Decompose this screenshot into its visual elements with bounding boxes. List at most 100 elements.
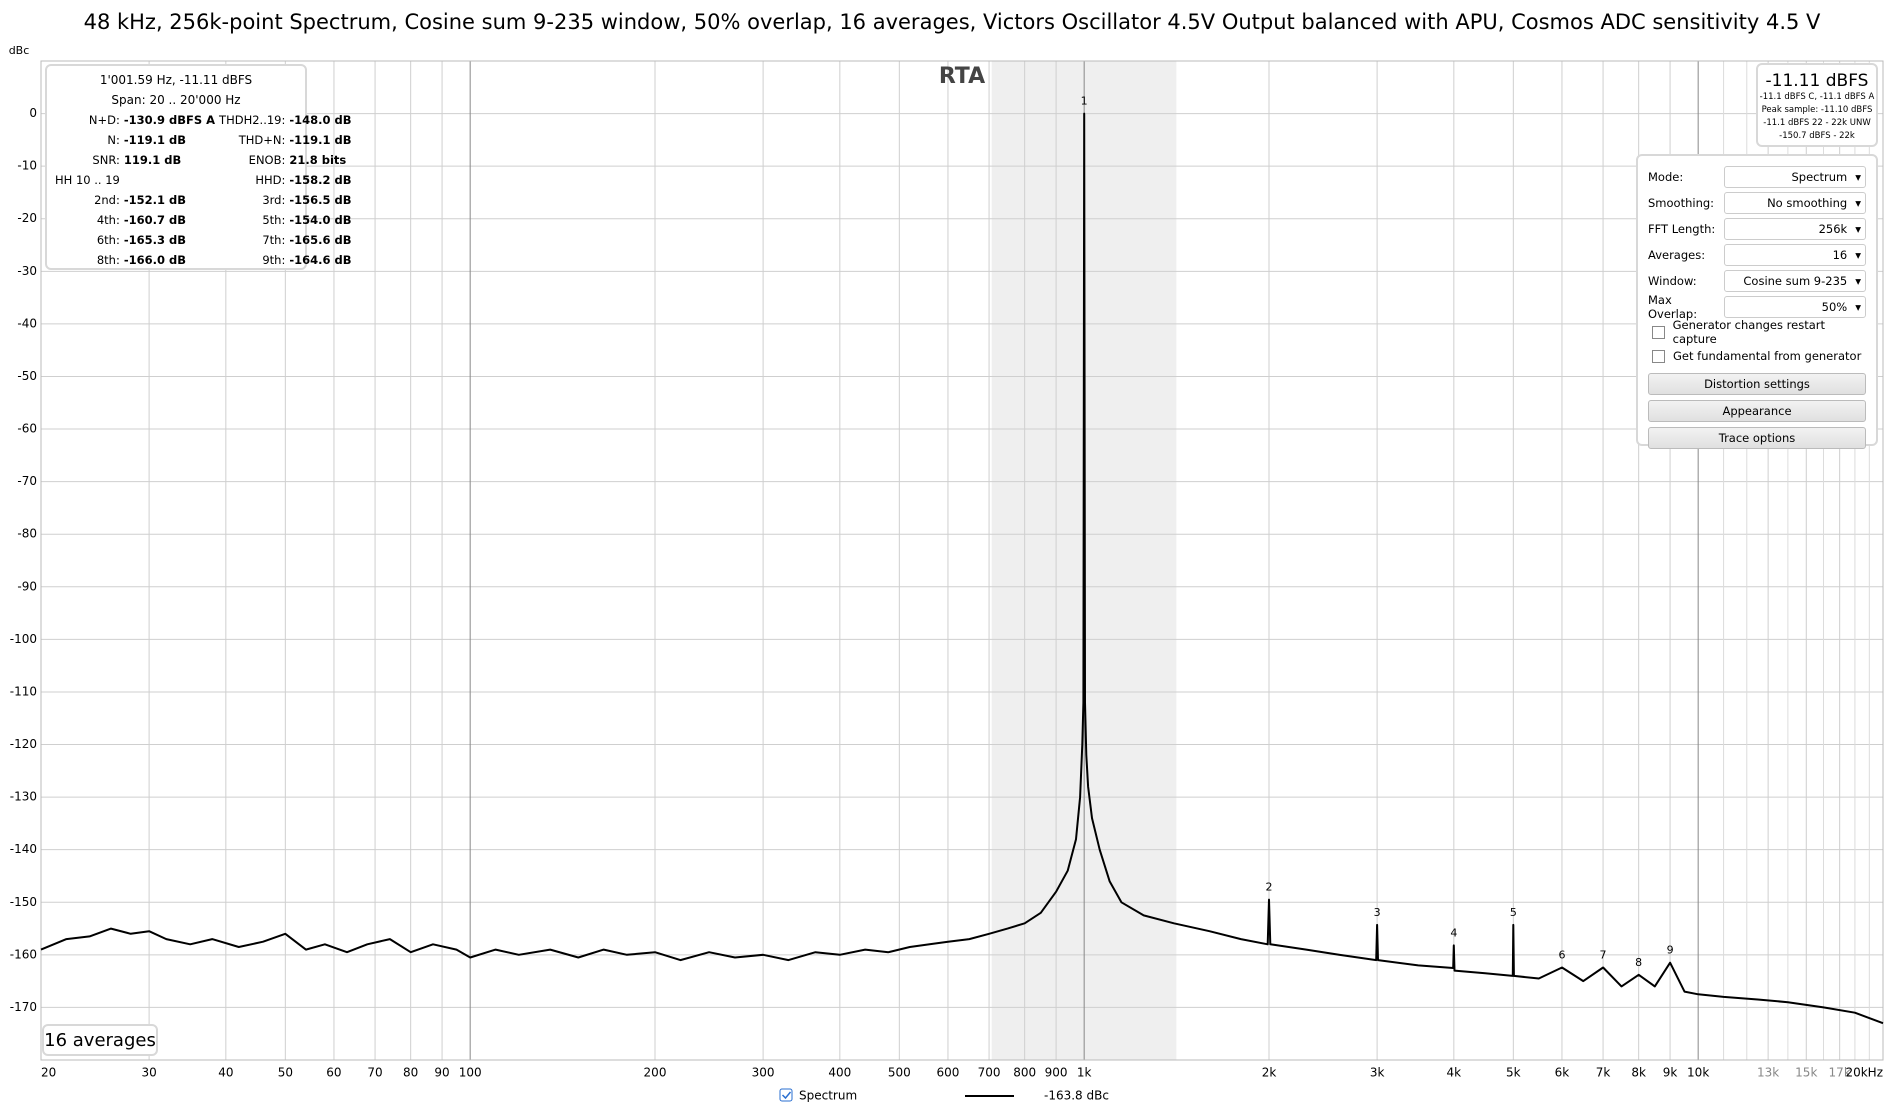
dropdown-arrow: ▾: [1855, 170, 1861, 184]
info-value: -152.1 dB: [123, 193, 186, 207]
x-tick-label: 90: [434, 1066, 449, 1080]
info-value: -164.6 dB: [289, 253, 352, 267]
info-value: -166.0 dB: [123, 253, 186, 267]
control-label: Averages:: [1648, 248, 1706, 262]
info-row: HH 10 .. 19 HHD: -158.2 dB: [53, 170, 354, 190]
control-dropdown[interactable]: No smoothing ▾: [1724, 192, 1866, 214]
y-axis-label: dBc: [9, 44, 30, 57]
x-tick-label: 8k: [1631, 1066, 1646, 1080]
y-tick-label: -80: [17, 527, 37, 541]
info-label: THD+N:: [238, 133, 286, 147]
info-value: 21.8 bits: [289, 153, 347, 167]
info-label: 6th:: [96, 233, 120, 247]
x-tick-label: 20: [41, 1066, 56, 1080]
checkbox-label: Get fundamental from generator: [1673, 349, 1862, 363]
button[interactable]: Distortion settings: [1648, 373, 1866, 395]
y-tick-label: -140: [10, 842, 37, 856]
info-row: SNR: 119.1 dB ENOB: 21.8 bits: [53, 150, 354, 170]
level-line: -11.1 dBFS 22 - 22k UNW: [1763, 118, 1871, 128]
info-row: N+D: -130.9 dBFS A THDH2..19: -148.0 dB: [53, 110, 354, 130]
info-label: HH 10 .. 19: [55, 173, 120, 187]
x-tick-label: 200: [644, 1066, 667, 1080]
info-value: -160.7 dB: [123, 213, 186, 227]
x-tick-label: 600: [936, 1066, 959, 1080]
spectrum-line: [40, 112, 1884, 1025]
level-main: -11.11 dBFS: [1765, 71, 1869, 91]
y-tick-label: -40: [17, 316, 37, 330]
y-tick-label: -160: [10, 947, 37, 961]
info-row: N: -119.1 dB THD+N: -119.1 dB: [53, 130, 354, 150]
dropdown-arrow: ▾: [1855, 196, 1861, 210]
info-row: 4th: -160.7 dB 5th: -154.0 dB: [53, 210, 354, 230]
info-label: HHD:: [255, 173, 286, 187]
dropdown-arrow: ▾: [1855, 274, 1861, 288]
control-dropdown[interactable]: 256k ▾: [1724, 218, 1866, 240]
info-panel: 1'001.59 Hz, -11.11 dBFS Span: 20 .. 20'…: [45, 64, 352, 270]
harmonic-label: 8: [1635, 956, 1642, 969]
control-label: FFT Length:: [1648, 222, 1716, 236]
x-tick-label: 800: [1013, 1066, 1036, 1080]
x-tick-label: 9k: [1663, 1066, 1678, 1080]
info-value: -165.3 dB: [123, 233, 186, 247]
info-label: 9th:: [262, 253, 286, 267]
y-tick-label: -150: [10, 895, 37, 909]
button[interactable]: Appearance: [1648, 400, 1866, 422]
legend-value: -163.8 dBc: [1044, 1089, 1109, 1103]
x-tick-label: 300: [752, 1066, 775, 1080]
level-line: -11.1 dBFS C, -11.1 dBFS A: [1759, 92, 1875, 102]
x-tick-label: 13k: [1757, 1066, 1779, 1080]
info-label: N+D:: [88, 113, 120, 127]
dropdown-value: Spectrum: [1791, 170, 1848, 184]
checkbox-row[interactable]: Generator changes restart capture: [1648, 318, 1866, 346]
y-tick-label: -130: [10, 790, 37, 804]
legend-checkbox[interactable]: [779, 1088, 793, 1102]
control-dropdown[interactable]: 16 ▾: [1724, 244, 1866, 266]
control-row: Averages: 16 ▾: [1648, 242, 1866, 268]
legend-label: Spectrum: [799, 1089, 857, 1103]
checkbox-row[interactable]: Get fundamental from generator: [1648, 344, 1866, 368]
y-tick-label: -120: [10, 737, 37, 751]
x-tick-label: 60: [326, 1066, 341, 1080]
harmonic-label: 2: [1266, 881, 1273, 894]
y-tick-label: -70: [17, 474, 37, 488]
dropdown-value: 16: [1832, 248, 1848, 262]
info-value: -165.6 dB: [289, 233, 352, 247]
y-tick-label: -20: [17, 211, 37, 225]
control-dropdown[interactable]: Cosine sum 9-235 ▾: [1724, 270, 1866, 292]
info-label: SNR:: [92, 153, 120, 167]
dropdown-value: Cosine sum 9-235: [1743, 274, 1848, 288]
harmonic-label: 4: [1450, 926, 1457, 939]
info-label: THDH2..19:: [219, 113, 286, 127]
y-tick-label: -100: [10, 632, 37, 646]
x-tick-label: 40: [218, 1066, 233, 1080]
x-tick-label: 5k: [1506, 1066, 1521, 1080]
info-value: -156.5 dB: [289, 193, 352, 207]
plot-frame: [40, 60, 1884, 1061]
y-tick-label: -170: [10, 1000, 37, 1014]
x-tick-label: 7k: [1596, 1066, 1611, 1080]
control-dropdown[interactable]: 50% ▾: [1724, 296, 1866, 318]
checkbox[interactable]: [1652, 349, 1665, 363]
info-value: -154.0 dB: [289, 213, 352, 227]
x-tick-label: 50: [278, 1066, 293, 1080]
control-dropdown[interactable]: Spectrum ▾: [1724, 166, 1866, 188]
info-row: 6th: -165.3 dB 7th: -165.6 dB: [53, 230, 354, 250]
control-row: Mode: Spectrum ▾: [1648, 164, 1866, 190]
x-tick-label: 900: [1045, 1066, 1068, 1080]
checkbox[interactable]: [1652, 325, 1665, 339]
x-tick-label: 2k: [1262, 1066, 1277, 1080]
harmonic-label: 9: [1667, 944, 1674, 957]
info-value: -130.9 dBFS A: [123, 113, 216, 127]
x-tick-label: 500: [888, 1066, 911, 1080]
level-line: -150.7 dBFS - 22k: [1779, 131, 1855, 141]
control-row: FFT Length: 256k ▾: [1648, 216, 1866, 242]
y-tick-label: -50: [17, 369, 37, 383]
info-label: ENOB:: [248, 153, 286, 167]
control-label: Window:: [1648, 274, 1697, 288]
info-row: 8th: -166.0 dB 9th: -164.6 dB: [53, 250, 354, 270]
info-value: 119.1 dB: [123, 153, 182, 167]
legend-check: [781, 1091, 792, 1100]
button[interactable]: Trace options: [1648, 427, 1866, 449]
